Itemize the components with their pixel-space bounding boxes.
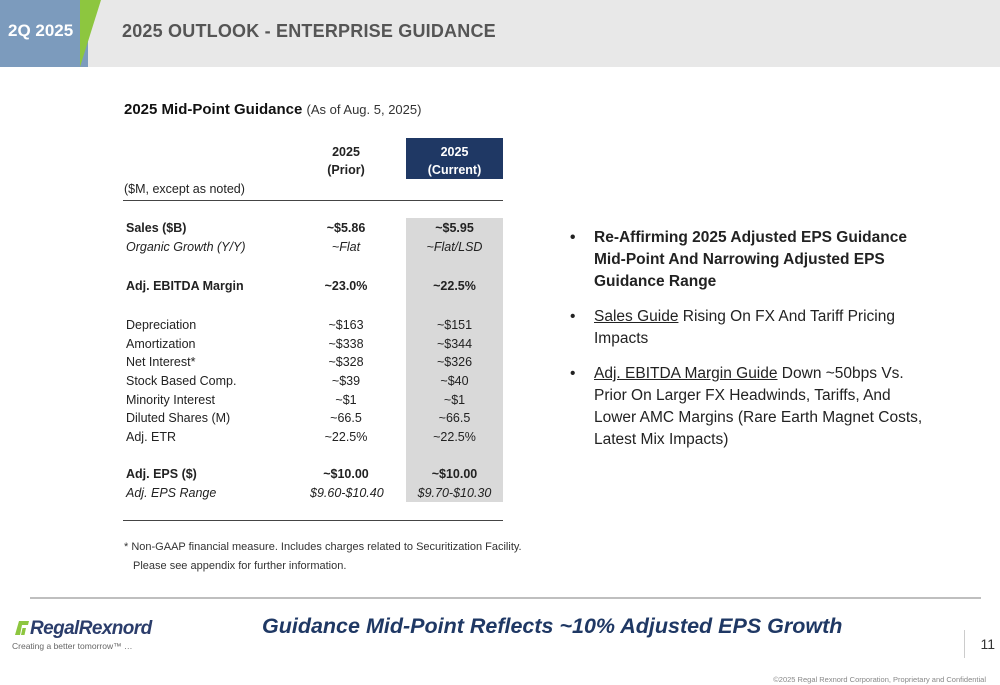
row-label: Organic Growth (Y/Y)	[126, 240, 246, 254]
table-row: Minority Interest ~$1 ~$1	[124, 391, 504, 410]
table-row: Adj. EPS ($) ~$10.00 ~$10.00	[124, 465, 504, 484]
bullet-icon: •	[570, 365, 576, 382]
header-accent-stripe	[80, 0, 101, 67]
copyright-notice: ©2025 Regal Rexnord Corporation, Proprie…	[773, 675, 986, 684]
table-title: 2025 Mid-Point Guidance (As of Aug. 5, 2…	[124, 101, 421, 118]
table-row: Net Interest* ~$328 ~$326	[124, 353, 504, 372]
row-prior-value: ~$163	[328, 318, 364, 332]
row-prior-value: ~$10.00	[323, 467, 369, 481]
slide-header: 2Q 2025 2025 OUTLOOK - ENTERPRISE GUIDAN…	[0, 0, 1000, 67]
footer-divider	[30, 597, 981, 599]
logo-mark-icon	[15, 621, 29, 635]
column-header-current-label: (Current)	[427, 163, 482, 177]
table-row: Adj. ETR ~22.5% ~22.5%	[124, 428, 504, 447]
row-label: Adj. EBITDA Margin	[126, 279, 244, 293]
row-current-value: ~66.5	[438, 411, 471, 425]
row-current-value: ~22.5%	[433, 279, 476, 293]
table-top-rule	[123, 200, 503, 201]
logo-wordmark: RegalRexnord	[30, 618, 152, 639]
quarter-tab: 2Q 2025	[0, 0, 88, 67]
table-row: Adj. EPS Range $9.60-$10.40 $9.70-$10.30	[124, 484, 504, 503]
row-current-value: ~$344	[436, 337, 473, 351]
row-label: Depreciation	[126, 318, 197, 332]
table-row: Amortization ~$338 ~$344	[124, 335, 504, 354]
current-column-shading	[406, 218, 503, 502]
key-point-heading: Adj. EBITDA Margin Guide	[594, 365, 778, 382]
row-prior-value: ~66.5	[330, 411, 362, 425]
key-point-text: Re-Affirming 2025 Adjusted EPS Guidance …	[594, 229, 907, 290]
row-label: Sales ($B)	[126, 221, 187, 235]
table-title-main: 2025 Mid-Point Guidance	[124, 101, 303, 118]
footnote-line: * Non-GAAP financial measure. Includes c…	[124, 541, 522, 553]
row-prior-value: ~$39	[331, 374, 361, 388]
table-row: Adj. EBITDA Margin ~23.0% ~22.5%	[124, 277, 504, 296]
row-label: Adj. EPS Range	[126, 486, 217, 500]
row-current-value: ~$151	[436, 318, 473, 332]
row-prior-value: ~Flat	[331, 240, 361, 254]
key-point-heading: Sales Guide	[594, 308, 679, 325]
quarter-label: 2Q 2025	[8, 21, 74, 40]
column-header-current: 2025 (Current)	[406, 138, 503, 179]
row-prior-value: ~$338	[328, 337, 364, 351]
units-note: ($M, except as noted)	[124, 182, 245, 196]
row-prior-value: ~$5.86	[326, 221, 366, 235]
column-header-current-year: 2025	[440, 145, 469, 159]
table-bottom-rule	[123, 520, 503, 521]
bullet-icon: •	[570, 229, 576, 246]
table-footnote: * Non-GAAP financial measure. Includes c…	[124, 538, 522, 576]
key-point: • Adj. EBITDA Margin Guide Down ~50bps V…	[568, 363, 928, 451]
row-current-value: ~22.5%	[433, 430, 476, 444]
page-title: 2025 OUTLOOK - ENTERPRISE GUIDANCE	[122, 21, 496, 41]
row-current-value: ~$326	[436, 355, 473, 369]
row-label: Stock Based Comp.	[126, 374, 237, 388]
row-prior-value: ~23.0%	[324, 279, 368, 293]
row-current-value: ~$10.00	[431, 467, 478, 481]
column-header-prior: 2025 (Prior)	[310, 143, 382, 179]
row-label: Adj. ETR	[126, 430, 177, 444]
row-current-value: ~$40	[440, 374, 469, 388]
slide-tagline: Guidance Mid-Point Reflects ~10% Adjuste…	[262, 614, 843, 638]
row-current-value: $9.70-$10.30	[417, 486, 492, 500]
row-label: Net Interest*	[126, 355, 196, 369]
key-point: • Sales Guide Rising On FX And Tariff Pr…	[568, 306, 928, 350]
column-header-prior-label: (Prior)	[327, 163, 365, 177]
key-point-text: Rising On FX And Tariff Pricing Impacts	[594, 308, 895, 347]
key-point: • Re-Affirming 2025 Adjusted EPS Guidanc…	[568, 227, 928, 293]
key-point-text: Down ~50bps Vs. Prior On Larger FX Headw…	[594, 365, 923, 448]
table-row: Depreciation ~$163 ~$151	[124, 316, 504, 335]
row-current-value: ~$1	[443, 393, 466, 407]
row-current-value: ~Flat/LSD	[426, 240, 483, 254]
table-title-date: (As of Aug. 5, 2025)	[306, 102, 422, 117]
row-prior-value: $9.60-$10.40	[310, 486, 384, 500]
row-label: Minority Interest	[126, 393, 215, 407]
row-current-value: ~$5.95	[435, 221, 474, 235]
footnote-line: Please see appendix for further informat…	[133, 560, 347, 572]
row-label: Diluted Shares (M)	[126, 411, 231, 425]
row-label: Adj. EPS ($)	[126, 467, 197, 481]
key-points-list: • Re-Affirming 2025 Adjusted EPS Guidanc…	[568, 227, 928, 464]
logo-tagline: Creating a better tomorrow™ …	[12, 641, 133, 651]
table-row: Stock Based Comp. ~$39 ~$40	[124, 372, 504, 391]
table-row: Organic Growth (Y/Y) ~Flat ~Flat/LSD	[124, 238, 504, 257]
table-row: Diluted Shares (M) ~66.5 ~66.5	[124, 409, 504, 428]
column-header-prior-year: 2025	[332, 145, 360, 159]
table-row: Sales ($B) ~$5.86 ~$5.95	[124, 219, 504, 238]
page-number: 11	[964, 630, 995, 658]
bullet-icon: •	[570, 308, 576, 325]
row-prior-value: ~$328	[328, 355, 364, 369]
row-prior-value: ~22.5%	[324, 430, 368, 444]
row-label: Amortization	[126, 337, 196, 351]
row-prior-value: ~$1	[335, 393, 357, 407]
